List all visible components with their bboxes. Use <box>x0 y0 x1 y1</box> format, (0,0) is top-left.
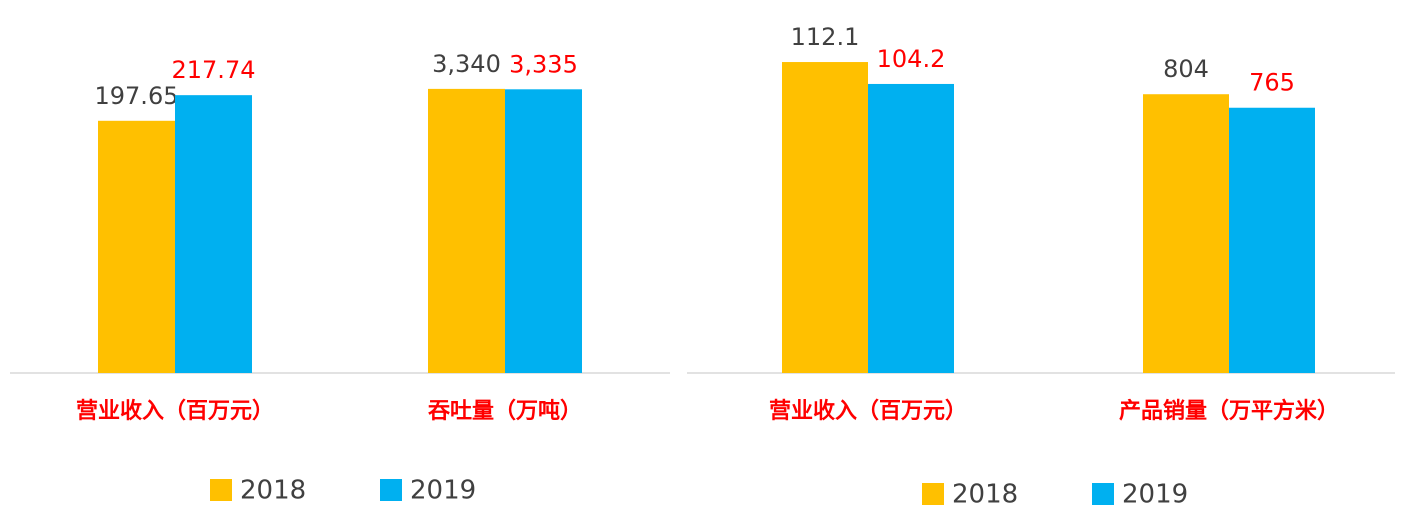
bar <box>782 62 868 374</box>
bar <box>175 95 252 373</box>
value-label: 112.1 <box>791 23 860 51</box>
value-label: 104.2 <box>877 45 946 73</box>
value-label: 3,335 <box>509 50 578 78</box>
legend-swatch <box>380 479 402 501</box>
value-label: 217.74 <box>172 56 256 84</box>
category-label: 吞吐量（万吨） <box>428 399 582 424</box>
legend-label: 2019 <box>410 476 476 506</box>
legend-label: 2018 <box>240 476 306 506</box>
legend-label: 2018 <box>952 480 1018 507</box>
category-label: 营业收入（百万元） <box>76 398 274 424</box>
category-label: 营业收入（百万元） <box>769 398 967 424</box>
category-label: 产品销量（万平方米） <box>1119 398 1339 424</box>
value-label: 804 <box>1163 55 1209 83</box>
value-label: 197.65 <box>95 82 179 110</box>
legend-swatch <box>922 483 944 505</box>
legend-label: 2019 <box>1122 480 1188 507</box>
bar <box>868 83 954 374</box>
legend-swatch <box>210 479 232 501</box>
legend-swatch <box>1092 483 1114 505</box>
value-label: 3,340 <box>432 50 501 78</box>
bar <box>1229 107 1315 373</box>
value-label: 765 <box>1249 69 1295 97</box>
bar <box>1143 94 1229 373</box>
bar <box>98 120 175 373</box>
bar <box>428 88 505 374</box>
bar <box>505 89 582 373</box>
